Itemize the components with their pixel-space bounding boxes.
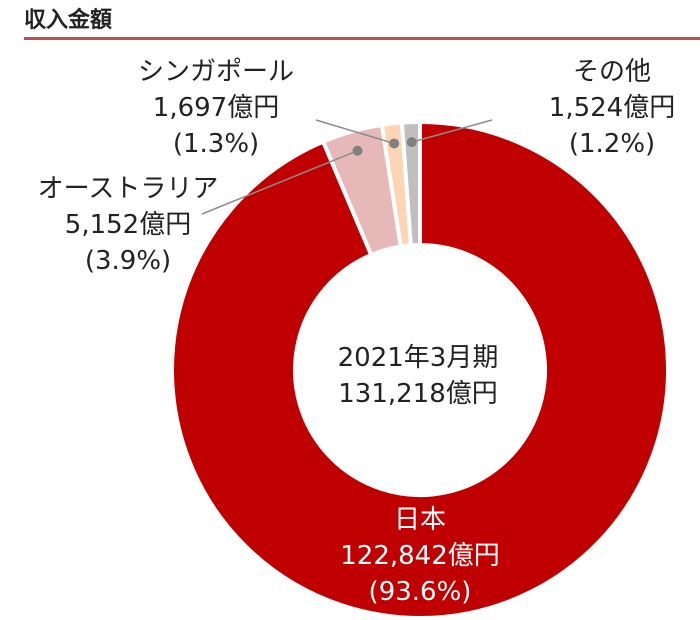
leader-line-singapore <box>315 119 395 145</box>
slice-label-singapore-value: 1,697億円 <box>153 93 279 123</box>
slice-label-australia-name: オーストラリア <box>38 174 219 204</box>
slice-other <box>399 119 422 248</box>
leader-lines <box>201 119 493 215</box>
slice-japan <box>170 119 670 620</box>
leader-dot-other <box>406 137 417 148</box>
leader-line-australia <box>201 150 358 215</box>
center-label-total: 131,218億円 <box>338 379 498 409</box>
leader-line-other <box>411 119 493 143</box>
slice-label-singapore-name: シンガポール <box>138 57 294 87</box>
slice-label-japan-name: 日本 <box>394 505 446 535</box>
slice-label-other-name: その他 <box>573 57 651 87</box>
slice-label-other-value: 1,524億円 <box>549 93 675 123</box>
slice-label-australia-pct: (3.9%) <box>85 246 171 276</box>
center-label-period: 2021年3月期 <box>338 343 499 373</box>
leader-dot-singapore <box>389 138 400 149</box>
slice-label-other-pct: (1.2%) <box>569 129 655 159</box>
title-divider <box>24 37 700 40</box>
chart-title: 収入金額 <box>24 8 113 33</box>
slice-label-japan-value: 122,842億円 <box>340 541 500 571</box>
slice-label-japan-pct: (93.6%) <box>369 577 472 607</box>
leader-dot-australia <box>352 145 363 156</box>
slice-label-singapore-pct: (1.3%) <box>173 129 259 159</box>
slice-label-australia-value: 5,152億円 <box>65 210 191 240</box>
